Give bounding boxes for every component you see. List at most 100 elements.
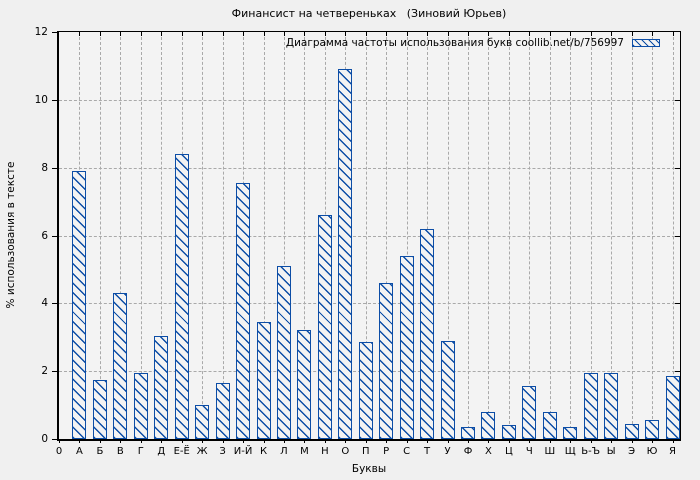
x-tick-label: М (300, 446, 309, 457)
gridline-vertical (120, 32, 122, 439)
x-tick-label: Т (424, 446, 431, 457)
legend: Диаграмма частоты использования букв coo… (286, 37, 660, 49)
legend-swatch (632, 39, 660, 47)
bar (440, 340, 455, 439)
bar (563, 427, 578, 439)
x-tick-mark-top (406, 32, 408, 36)
x-tick-label: Щ (564, 446, 576, 457)
gridline-horizontal (59, 235, 680, 237)
x-tick-mark-top (202, 32, 204, 36)
gridline-vertical (652, 32, 654, 439)
x-tick-mark-top (161, 32, 163, 36)
y-tick-label: 12 (34, 26, 48, 38)
y-tick-mark-right (675, 235, 680, 237)
x-tick-mark-top (243, 32, 245, 36)
x-tick-mark-top (263, 32, 265, 36)
x-tick-mark (488, 439, 490, 443)
bar (624, 423, 639, 439)
x-tick-mark-top (590, 32, 592, 36)
gridline-vertical (222, 32, 224, 439)
gridline-vertical (488, 32, 490, 439)
x-tick-label: Л (280, 446, 288, 457)
x-tick-mark-top (99, 32, 101, 36)
x-tick-mark-top (447, 32, 449, 36)
x-tick-mark-top (283, 32, 285, 36)
bar (195, 405, 210, 439)
x-tick-mark-top (672, 32, 674, 36)
x-tick-label: Ж (196, 446, 208, 457)
y-tick-mark (52, 167, 57, 169)
y-tick-label: 10 (34, 93, 48, 106)
gridline-vertical (631, 32, 633, 439)
bar (215, 383, 230, 439)
y-tick-mark-right (675, 303, 680, 305)
x-tick-mark (652, 439, 654, 443)
y-tick-label: 6 (41, 229, 48, 242)
y-tick-mark (52, 371, 57, 373)
x-tick-mark-top (529, 32, 531, 36)
x-tick-mark (508, 439, 510, 443)
x-tick-mark (386, 439, 388, 443)
gridline-vertical (549, 32, 551, 439)
x-tick-mark (365, 439, 367, 443)
x-tick-mark (529, 439, 531, 443)
x-tick-label: Н (321, 446, 329, 457)
x-tick-mark-top (468, 32, 469, 36)
y-tick-mark (52, 32, 57, 33)
x-tick-mark-top (652, 32, 654, 36)
x-tick-label: Х (485, 446, 492, 457)
x-tick-label: У (444, 446, 451, 457)
bar (276, 266, 291, 439)
x-tick-mark-top (324, 32, 326, 36)
bar (379, 282, 394, 439)
bar (501, 425, 516, 439)
x-tick-mark-top (427, 32, 429, 36)
y-tick-mark (52, 235, 57, 237)
x-tick-mark (631, 439, 633, 443)
x-tick-mark-top (570, 32, 572, 36)
bar (113, 293, 128, 439)
y-tick-mark-right (675, 167, 680, 169)
gridline-horizontal (59, 99, 680, 101)
x-tick-mark-top (181, 32, 183, 36)
x-tick-label: Б (96, 446, 104, 457)
x-tick-label: П (361, 446, 370, 457)
legend-label: Диаграмма частоты использования букв coo… (285, 37, 624, 49)
x-tick-mark (570, 439, 572, 443)
gridline-vertical (611, 32, 613, 439)
gridline-vertical (529, 32, 531, 439)
x-axis-label: Буквы (351, 463, 387, 475)
x-tick-label: Ь-Ъ (581, 446, 601, 457)
x-tick-mark (283, 439, 285, 443)
bar (358, 342, 373, 439)
gridline-vertical (590, 32, 592, 439)
x-tick-mark (468, 439, 469, 443)
x-tick-mark (672, 439, 674, 443)
bar (338, 69, 353, 439)
x-tick-label: А (76, 446, 83, 457)
x-tick-mark (202, 439, 204, 443)
y-tick-label: 4 (41, 297, 48, 310)
x-tick-mark (304, 439, 306, 443)
x-tick-mark (590, 439, 592, 443)
x-tick-mark-top (345, 32, 347, 36)
x-tick-mark-top (304, 32, 306, 36)
bar (174, 154, 189, 439)
bar (604, 372, 619, 439)
chart-title: Финансист на четвереньках (Зиновий Юрьев… (231, 7, 507, 20)
x-tick-mark (447, 439, 449, 443)
bar (461, 427, 475, 439)
y-tick-mark (52, 439, 57, 440)
x-tick-mark-top (120, 32, 122, 36)
bar (256, 322, 271, 439)
x-tick-label: Е-Ё (173, 446, 190, 457)
gridline-vertical (508, 32, 510, 439)
x-tick-mark (59, 439, 60, 443)
x-tick-mark (222, 439, 224, 443)
x-tick-mark-top (140, 32, 142, 36)
bar (92, 379, 107, 439)
gridline-vertical (263, 32, 265, 439)
bar (645, 420, 660, 439)
x-tick-label: О (341, 446, 350, 457)
